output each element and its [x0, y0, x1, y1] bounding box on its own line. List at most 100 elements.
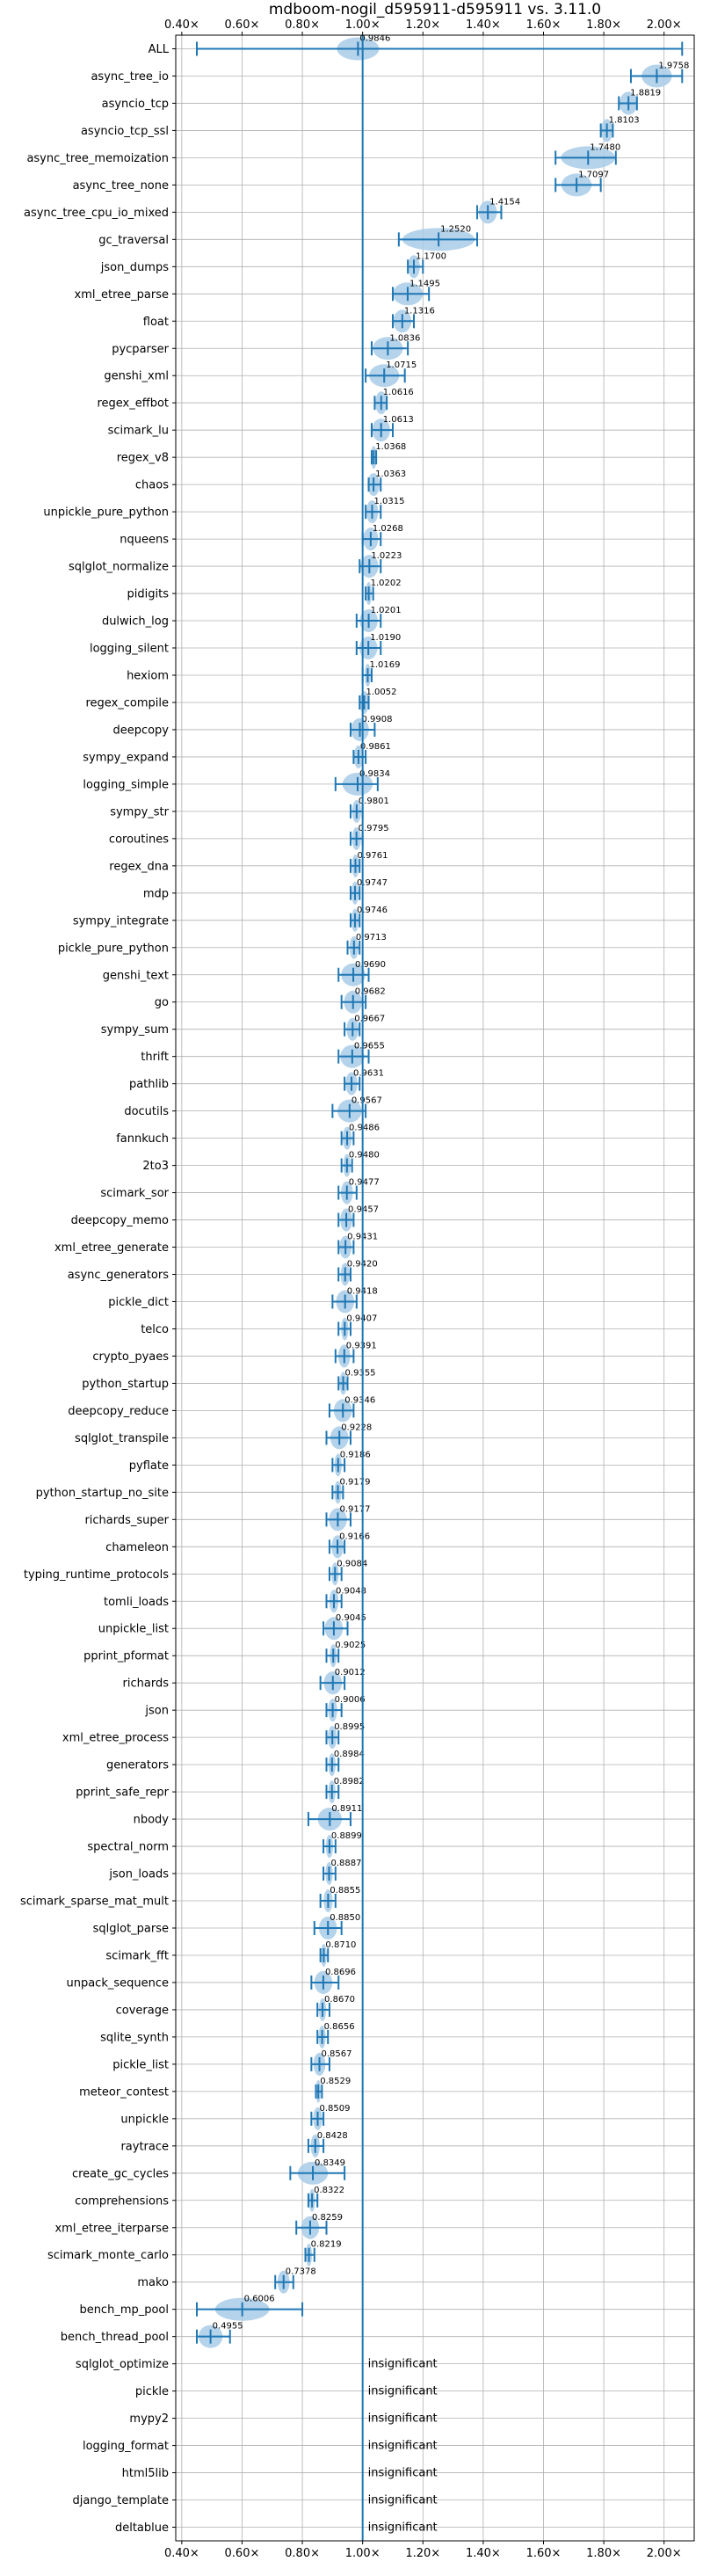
- value-label: 0.9480: [349, 1151, 380, 1161]
- benchmark-label: unpickle_pure_python: [43, 506, 169, 520]
- value-label: 0.8428: [317, 2131, 348, 2141]
- x-tick-label-top: 0.60×: [225, 18, 260, 32]
- benchmark-label: pprint_safe_repr: [76, 1786, 169, 1800]
- benchmark-label: sqlglot_optimize: [76, 2358, 169, 2371]
- value-label: 0.9048: [336, 1586, 366, 1596]
- benchmark-label: create_gc_cycles: [72, 2167, 169, 2180]
- x-tick-label-top: 1.60×: [526, 18, 562, 32]
- value-label: 1.4154: [489, 197, 520, 207]
- benchmark-label: typing_runtime_protocols: [24, 1568, 169, 1582]
- value-label: 1.0613: [383, 415, 414, 425]
- value-label: 1.0052: [366, 688, 396, 697]
- value-label: 0.9391: [346, 1341, 377, 1350]
- benchmark-label: mako: [137, 2276, 169, 2289]
- value-label: 0.9834: [359, 769, 390, 779]
- benchmark-label: xml_etree_generate: [54, 1241, 169, 1255]
- value-label: 0.8219: [311, 2240, 342, 2250]
- benchmark-label: bench_mp_pool: [79, 2303, 169, 2317]
- benchmark-label: fannkuch: [116, 1132, 169, 1146]
- value-label: 1.7480: [590, 142, 620, 152]
- value-label: 0.9861: [360, 742, 391, 752]
- x-tick-label-bottom: 1.00×: [345, 2547, 380, 2560]
- benchmark-label: deltablue: [115, 2521, 169, 2535]
- benchmark-label: json_loads: [108, 1868, 169, 1881]
- value-label: 0.8529: [320, 2077, 351, 2086]
- value-label: 0.9006: [335, 1695, 366, 1705]
- benchmark-label: tomli_loads: [104, 1596, 169, 1609]
- value-label: 1.0202: [371, 579, 402, 588]
- value-label: 1.1495: [409, 279, 440, 288]
- benchmark-label: html5lib: [122, 2467, 169, 2480]
- value-label: 0.9486: [349, 1124, 380, 1133]
- value-label: 1.8103: [609, 115, 640, 125]
- benchmark-label: comprehensions: [75, 2194, 169, 2208]
- benchmark-label: scimark_fft: [105, 1949, 169, 1962]
- value-label: 0.9025: [335, 1641, 366, 1650]
- value-label: 1.9758: [658, 61, 689, 70]
- benchmark-label: unpickle_list: [98, 1623, 169, 1636]
- benchmark-label: asyncio_tcp: [102, 98, 169, 111]
- value-label: 0.8259: [312, 2213, 343, 2223]
- benchmark-label: dulwich_log: [102, 615, 169, 629]
- benchmark-label: coverage: [116, 2004, 169, 2017]
- value-label: 0.9177: [339, 1504, 370, 1514]
- insignificant-label: insignificant: [368, 2385, 438, 2398]
- benchmark-label: float: [143, 316, 169, 329]
- value-label: 0.9655: [354, 1042, 385, 1052]
- benchmark-label: sqlglot_parse: [93, 1922, 169, 1935]
- benchmark-label: pickle: [135, 2385, 169, 2398]
- benchmark-label: xml_etree_parse: [75, 288, 169, 302]
- benchmark-label: nbody: [134, 1814, 170, 1827]
- value-label: 0.9186: [340, 1450, 371, 1459]
- x-tick-label-top: 0.40×: [164, 18, 199, 32]
- x-axis-ticks: 0.40× 0.40× 0.60× 0.60× 0.80× 0.80× 1.00× 1.00×…: [164, 18, 682, 2560]
- value-label: 0.8710: [325, 1940, 356, 1950]
- value-label: 0.9846: [359, 33, 390, 43]
- value-label: 0.8850: [330, 1913, 360, 1923]
- plot-frame: [175, 34, 695, 2542]
- value-label: 0.9084: [337, 1559, 367, 1568]
- benchmark-label: telco: [141, 1323, 169, 1336]
- insignificant-label: insignificant: [368, 2440, 438, 2453]
- value-label: 1.0715: [386, 360, 417, 370]
- benchmark-label: pickle_pure_python: [58, 942, 169, 955]
- value-label: 1.1700: [416, 251, 446, 261]
- benchmark-label: unpickle: [120, 2113, 169, 2126]
- value-label: 0.9166: [339, 1532, 370, 1541]
- value-label: 0.9908: [362, 715, 393, 724]
- benchmark-label: scimark_monte_carlo: [47, 2249, 169, 2262]
- benchmark-label: gc_traversal: [98, 234, 169, 247]
- value-label: 0.9346: [344, 1395, 375, 1405]
- benchmark-label: crypto_pyaes: [92, 1350, 169, 1364]
- benchmark-label: meteor_contest: [79, 2085, 169, 2099]
- value-label: 0.9179: [340, 1477, 371, 1487]
- benchmark-label: scimark_lu: [108, 425, 169, 438]
- x-tick-label-bottom: 0.60×: [225, 2547, 260, 2560]
- value-label: 0.8855: [330, 1886, 360, 1896]
- benchmark-label: unpack_sequence: [66, 1976, 169, 1990]
- benchmark-label: raytrace: [120, 2140, 169, 2153]
- benchmark-label: asyncio_tcp_ssl: [81, 125, 169, 138]
- benchmark-label: mypy2: [129, 2412, 169, 2426]
- benchmark-label: chameleon: [105, 1541, 169, 1554]
- benchmark-label: json_dumps: [100, 261, 169, 274]
- benchmark-label: genshi_text: [103, 969, 169, 982]
- benchmark-label: pickle_dict: [108, 1296, 169, 1309]
- insignificant-label: insignificant: [368, 2521, 438, 2535]
- value-label: 0.8995: [334, 1722, 365, 1732]
- benchmark-label: docutils: [124, 1105, 169, 1118]
- x-tick-label-bottom: 0.40×: [164, 2547, 199, 2560]
- x-tick-label-top: 0.80×: [285, 18, 320, 32]
- benchmark-label: 2to3: [142, 1160, 169, 1173]
- insignificant-label: insignificant: [368, 2412, 438, 2426]
- benchmark-label: async_tree_none: [73, 179, 169, 193]
- benchmark-label: mdp: [143, 887, 169, 900]
- x-tick-label-top: 1.20×: [405, 18, 440, 32]
- value-label: 1.2520: [440, 224, 471, 234]
- benchmark-label: xml_etree_iterparse: [54, 2222, 169, 2235]
- x-tick-label-bottom: 0.80×: [285, 2547, 320, 2560]
- value-label: 1.0836: [389, 333, 420, 343]
- value-label: 0.8509: [320, 2104, 351, 2114]
- value-label: 0.9477: [349, 1178, 380, 1188]
- value-label: 0.6006: [244, 2295, 275, 2304]
